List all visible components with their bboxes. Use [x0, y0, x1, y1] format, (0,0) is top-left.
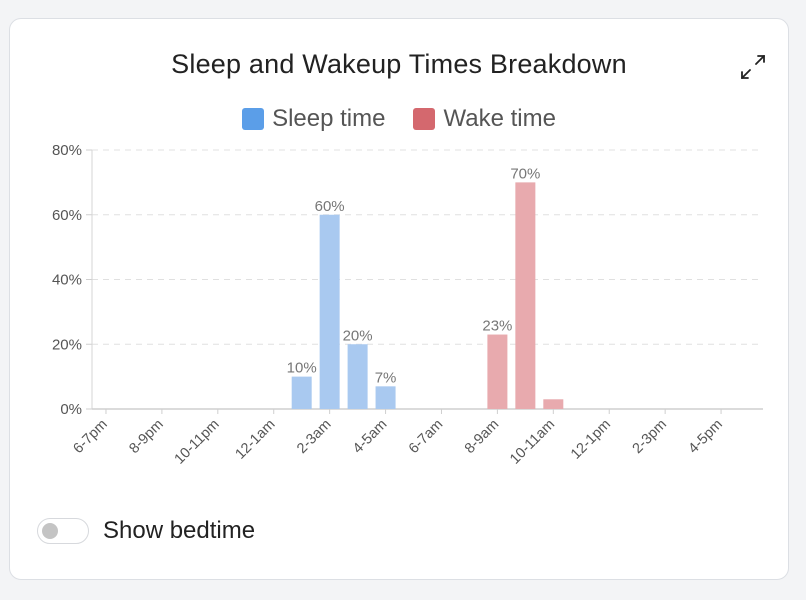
x-tick-label: 8-9am	[462, 417, 502, 457]
x-tick-label: 10-11am	[507, 417, 558, 468]
legend-swatch-sleep	[242, 108, 265, 130]
data-label: 20%	[343, 327, 373, 344]
data-label: 10%	[287, 360, 317, 377]
chart-title: Sleep and Wakeup Times Breakdown	[171, 49, 627, 79]
bar-wake-8-9am	[487, 334, 508, 409]
chart-legend: Sleep time Wake time	[10, 105, 788, 133]
data-label: 70%	[510, 165, 540, 182]
show-bedtime-label: Show bedtime	[103, 517, 256, 544]
x-tick-label: 4-5am	[350, 417, 390, 457]
bar-sleep-4-5am	[375, 386, 396, 409]
data-label: 23%	[482, 318, 512, 335]
y-tick-label: 40%	[52, 272, 82, 289]
y-tick-label: 60%	[52, 207, 82, 224]
bar-sleep-3-4am	[347, 344, 368, 409]
y-tick-label: 0%	[60, 401, 82, 418]
x-tick-label: 6-7am	[406, 417, 446, 457]
legend-label-wake: Wake time	[443, 105, 556, 132]
chart-card: Sleep and Wakeup Times Breakdown Sleep t…	[9, 18, 789, 580]
bar-sleep-2-3am	[319, 214, 340, 409]
bar-chart: 0% 20% 40% 60% 80% 10% 60% 20% 7% 23% 70% 6-7pm 8-9p…	[52, 142, 763, 468]
bar-wake-9-10am	[515, 182, 536, 409]
expand-arrows-icon[interactable]	[739, 53, 767, 81]
x-tick-label: 12-1am	[232, 417, 278, 463]
legend-item-sleep[interactable]: Sleep time	[242, 105, 385, 133]
x-tick-label: 6-7pm	[70, 417, 110, 457]
x-tick-label: 2-3am	[294, 417, 334, 457]
x-tick-label: 8-9pm	[126, 417, 166, 457]
data-label: 7%	[375, 369, 397, 386]
data-label: 60%	[315, 198, 345, 215]
bedtime-toggle-row: Show bedtime	[37, 517, 255, 545]
legend-label-sleep: Sleep time	[272, 105, 386, 132]
y-tick-label: 80%	[52, 142, 82, 159]
bar-sleep-1-2am	[291, 376, 312, 409]
legend-item-wake[interactable]: Wake time	[413, 105, 556, 133]
show-bedtime-toggle[interactable]	[37, 518, 89, 544]
y-tick-label: 20%	[52, 336, 82, 353]
bar-wake-10-11am	[543, 399, 564, 409]
legend-swatch-wake	[413, 108, 436, 130]
x-tick-label: 4-5pm	[686, 417, 726, 457]
x-tick-label: 12-1pm	[568, 417, 614, 463]
x-tick-label: 2-3pm	[630, 417, 670, 457]
x-tick-label: 10-11pm	[172, 417, 223, 468]
toggle-knob	[42, 523, 58, 539]
